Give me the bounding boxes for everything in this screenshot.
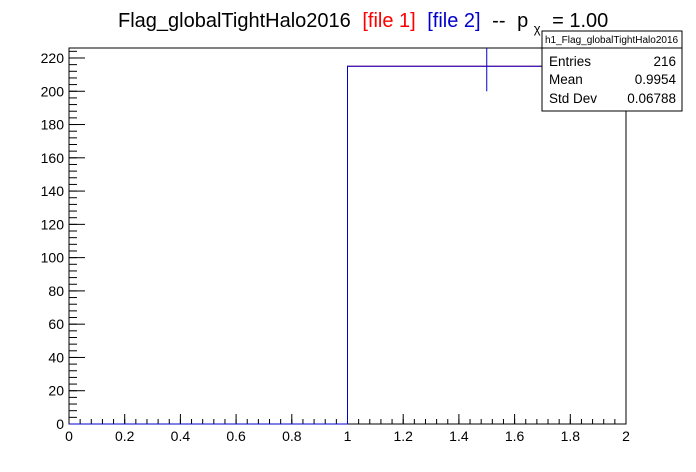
y-tick-label: 120 <box>41 216 65 232</box>
series-layer <box>69 48 626 425</box>
title-pvalue: = 1.00 <box>552 10 608 32</box>
y-tick-label: 80 <box>48 283 64 299</box>
title-file2: [file 2] <box>427 10 480 32</box>
x-tick-label: 0.8 <box>282 428 302 444</box>
x-axis: 0 0.2 0.4 0.6 0.8 1 1.2 1.4 1.6 1.8 2 <box>65 414 630 444</box>
y-tick-label: 140 <box>41 183 65 199</box>
y-tick-label: 160 <box>41 150 65 166</box>
x-tick-label: 1.6 <box>505 428 525 444</box>
title-file1: [file 1] <box>362 10 415 32</box>
series-line-2 <box>69 65 626 425</box>
x-tick-label: 0.4 <box>171 428 191 444</box>
stats-mean-value: 0.9954 <box>635 72 677 87</box>
x-tick-label: 0.2 <box>115 428 135 444</box>
x-tick-label: 0.6 <box>226 428 246 444</box>
x-tick-label: 1.2 <box>393 428 413 444</box>
y-tick-label: 200 <box>41 83 65 99</box>
title-chi: χ <box>534 21 541 36</box>
stats-mean-label: Mean <box>549 72 583 87</box>
y-tick-label: 220 <box>41 50 65 66</box>
stats-entries-value: 216 <box>653 54 676 69</box>
x-tick-label: 0 <box>65 428 73 444</box>
x-tick-label: 1.4 <box>449 428 469 444</box>
y-tick-label: 20 <box>48 383 64 399</box>
stats-box-frame <box>541 30 683 112</box>
y-tick-label: 40 <box>48 349 64 365</box>
y-tick-label: 180 <box>41 117 65 133</box>
x-tick-label: 2 <box>622 428 630 444</box>
x-tick-label: 1.8 <box>561 428 581 444</box>
stats-box: h1_Flag_globalTightHalo2016 Entries 216 … <box>541 30 683 112</box>
stats-box-title: h1_Flag_globalTightHalo2016 <box>545 35 679 46</box>
title-p: p <box>517 10 528 32</box>
stats-stddev-label: Std Dev <box>549 91 597 106</box>
title-sep: -- <box>492 10 505 32</box>
y-axis: 0 20 40 60 80 100 120 140 160 180 200 220 <box>41 50 85 432</box>
chart-title: Flag_globalTightHalo2016 [file 1] [file … <box>118 10 608 38</box>
x-tick-label: 1 <box>344 428 352 444</box>
stats-stddev-value: 0.06788 <box>627 91 676 106</box>
y-tick-label: 100 <box>41 250 65 266</box>
y-tick-label: 0 <box>56 416 64 432</box>
title-main: Flag_globalTightHalo2016 <box>118 10 351 32</box>
stats-entries-label: Entries <box>549 54 591 69</box>
y-tick-label: 60 <box>48 316 64 332</box>
